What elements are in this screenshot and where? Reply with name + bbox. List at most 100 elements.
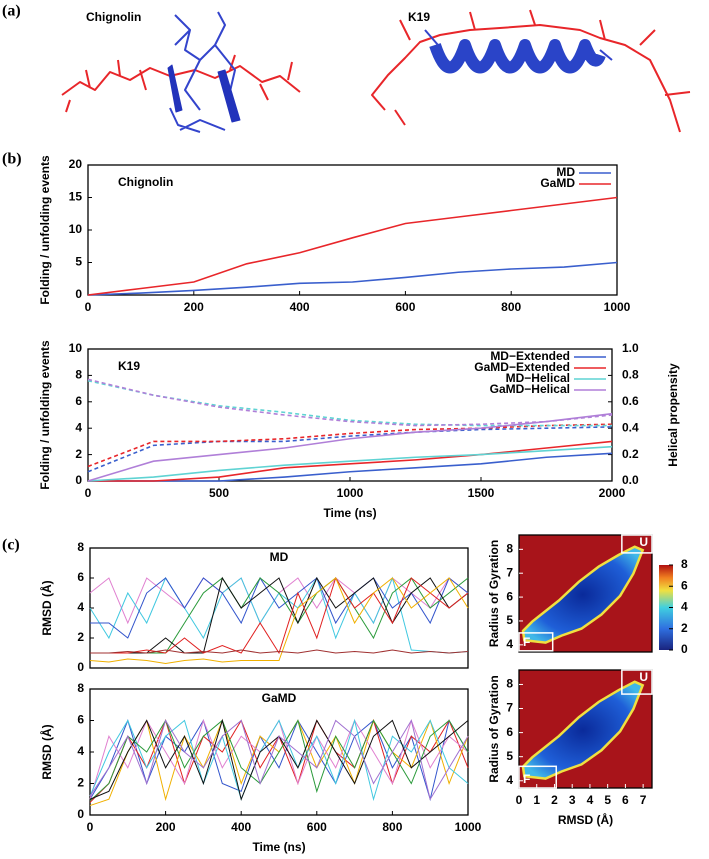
chart-title: GaMD: [262, 691, 297, 705]
x-tick-label: 1000: [337, 486, 364, 500]
y-tick-label: 15: [69, 190, 83, 204]
x-tick-label: 5: [604, 793, 611, 807]
x-tick-label: 7: [640, 793, 647, 807]
y-tick-label: 8: [506, 541, 513, 555]
k19-structure: [371, 9, 691, 133]
x-tick-label: 0: [85, 300, 92, 314]
x-tick-label: 800: [501, 300, 521, 314]
y-axis-label: Radius of Gyration: [487, 540, 501, 647]
y-axis-label: Radius of Gyration: [487, 675, 501, 782]
state-label: F: [523, 635, 530, 649]
x-tick-label: 600: [395, 300, 415, 314]
chart-title: MD: [270, 550, 289, 564]
y-tick-label: 5: [506, 749, 513, 763]
y-tick-label: 8: [506, 677, 513, 691]
y2-tick-label: 0.6: [622, 394, 639, 408]
series-line: [89, 718, 469, 801]
x-tick-label: 0: [87, 820, 94, 834]
series-line: [89, 718, 469, 802]
chart-title: K19: [118, 359, 140, 373]
x-tick-label: 800: [382, 820, 402, 834]
colorbar-tick-label: 0: [681, 642, 688, 656]
y-tick-label: 0: [75, 473, 82, 487]
legend-label: MD−Extended: [490, 349, 570, 363]
y2-tick-label: 0.8: [622, 368, 639, 382]
colorbar-tick-label: 6: [681, 578, 688, 592]
panel-label: (b): [2, 151, 22, 168]
x-tick-label: 1500: [468, 486, 495, 500]
x-tick-label: 3: [569, 793, 576, 807]
colorbar-tick-label: 2: [681, 621, 688, 635]
y-tick-label: 5: [75, 255, 82, 269]
y2-tick-label: 0.2: [622, 447, 639, 461]
y-tick-label: 4: [77, 744, 84, 758]
series-line: [89, 719, 469, 802]
x-tick-label: 200: [184, 300, 204, 314]
legend-label: GaMD−Extended: [474, 360, 570, 374]
legend-label: MD: [556, 165, 575, 179]
structure-label: K19: [408, 10, 430, 24]
series-line: [87, 445, 613, 482]
legend-label: MD−Helical: [506, 371, 570, 385]
y-tick-label: 6: [77, 570, 84, 584]
series-line: [90, 649, 469, 654]
y-tick-label: 2: [77, 776, 84, 790]
series-line: [89, 577, 469, 665]
x-tick-label: 4: [587, 793, 594, 807]
state-region: [518, 765, 557, 789]
propensity-line: [87, 423, 613, 468]
heatmap-basin: [521, 680, 645, 780]
y-tick-label: 8: [77, 540, 84, 554]
x-tick-label: 2000: [599, 486, 626, 500]
y-axis-label: Folding / unfolding events: [38, 340, 52, 490]
x-axis-label: Time (ns): [252, 840, 305, 854]
y-axis-label: Folding / unfolding events: [38, 155, 52, 305]
x-tick-label: 6: [622, 793, 629, 807]
x-axis-label: RMSD (Å): [558, 812, 613, 827]
y2-tick-label: 0.0: [622, 473, 639, 487]
x-tick-label: 500: [209, 486, 229, 500]
series-line: [90, 576, 469, 654]
y-tick-label: 4: [506, 637, 513, 651]
y-tick-label: 4: [506, 773, 513, 787]
chart-title: Chignolin: [118, 175, 173, 189]
series-line: [89, 719, 469, 801]
y-tick-label: 2: [75, 447, 82, 461]
x-tick-label: 200: [156, 820, 176, 834]
x-tick-label: 1000: [455, 820, 482, 834]
x-tick-label: 2: [551, 793, 558, 807]
x-tick-label: 0: [85, 486, 92, 500]
y-axis-label: RMSD (Å): [39, 724, 54, 779]
series-line: [87, 196, 618, 296]
series-line: [90, 577, 469, 654]
x-tick-label: 400: [231, 820, 251, 834]
chignolin-structure: [61, 11, 301, 133]
series-line: [88, 452, 613, 482]
y-tick-label: 4: [75, 420, 82, 434]
y-tick-label: 6: [506, 725, 513, 739]
x-tick-label: 400: [290, 300, 310, 314]
series-line: [88, 440, 613, 482]
state-label: U: [639, 670, 648, 684]
x-tick-label: 1: [533, 793, 540, 807]
colorbar-tick-label: 8: [681, 557, 688, 571]
plot-frame: [518, 669, 653, 789]
y-tick-label: 6: [77, 713, 84, 727]
x-tick-label: 600: [307, 820, 327, 834]
propensity-line: [87, 426, 613, 473]
series-line: [89, 718, 469, 802]
series-line: [89, 577, 469, 625]
x-tick-label: 1000: [604, 300, 631, 314]
y-tick-label: 0: [75, 287, 82, 301]
state-region: [518, 632, 554, 652]
x-tick-label: 0: [516, 793, 523, 807]
y-tick-label: 7: [506, 701, 513, 715]
state-label: F: [523, 772, 530, 786]
y-tick-label: 7: [506, 565, 513, 579]
state-region: [621, 534, 653, 554]
y-tick-label: 0: [77, 660, 84, 674]
heatmap-basin: [521, 545, 645, 644]
legend-label: GaMD−Helical: [490, 382, 570, 396]
